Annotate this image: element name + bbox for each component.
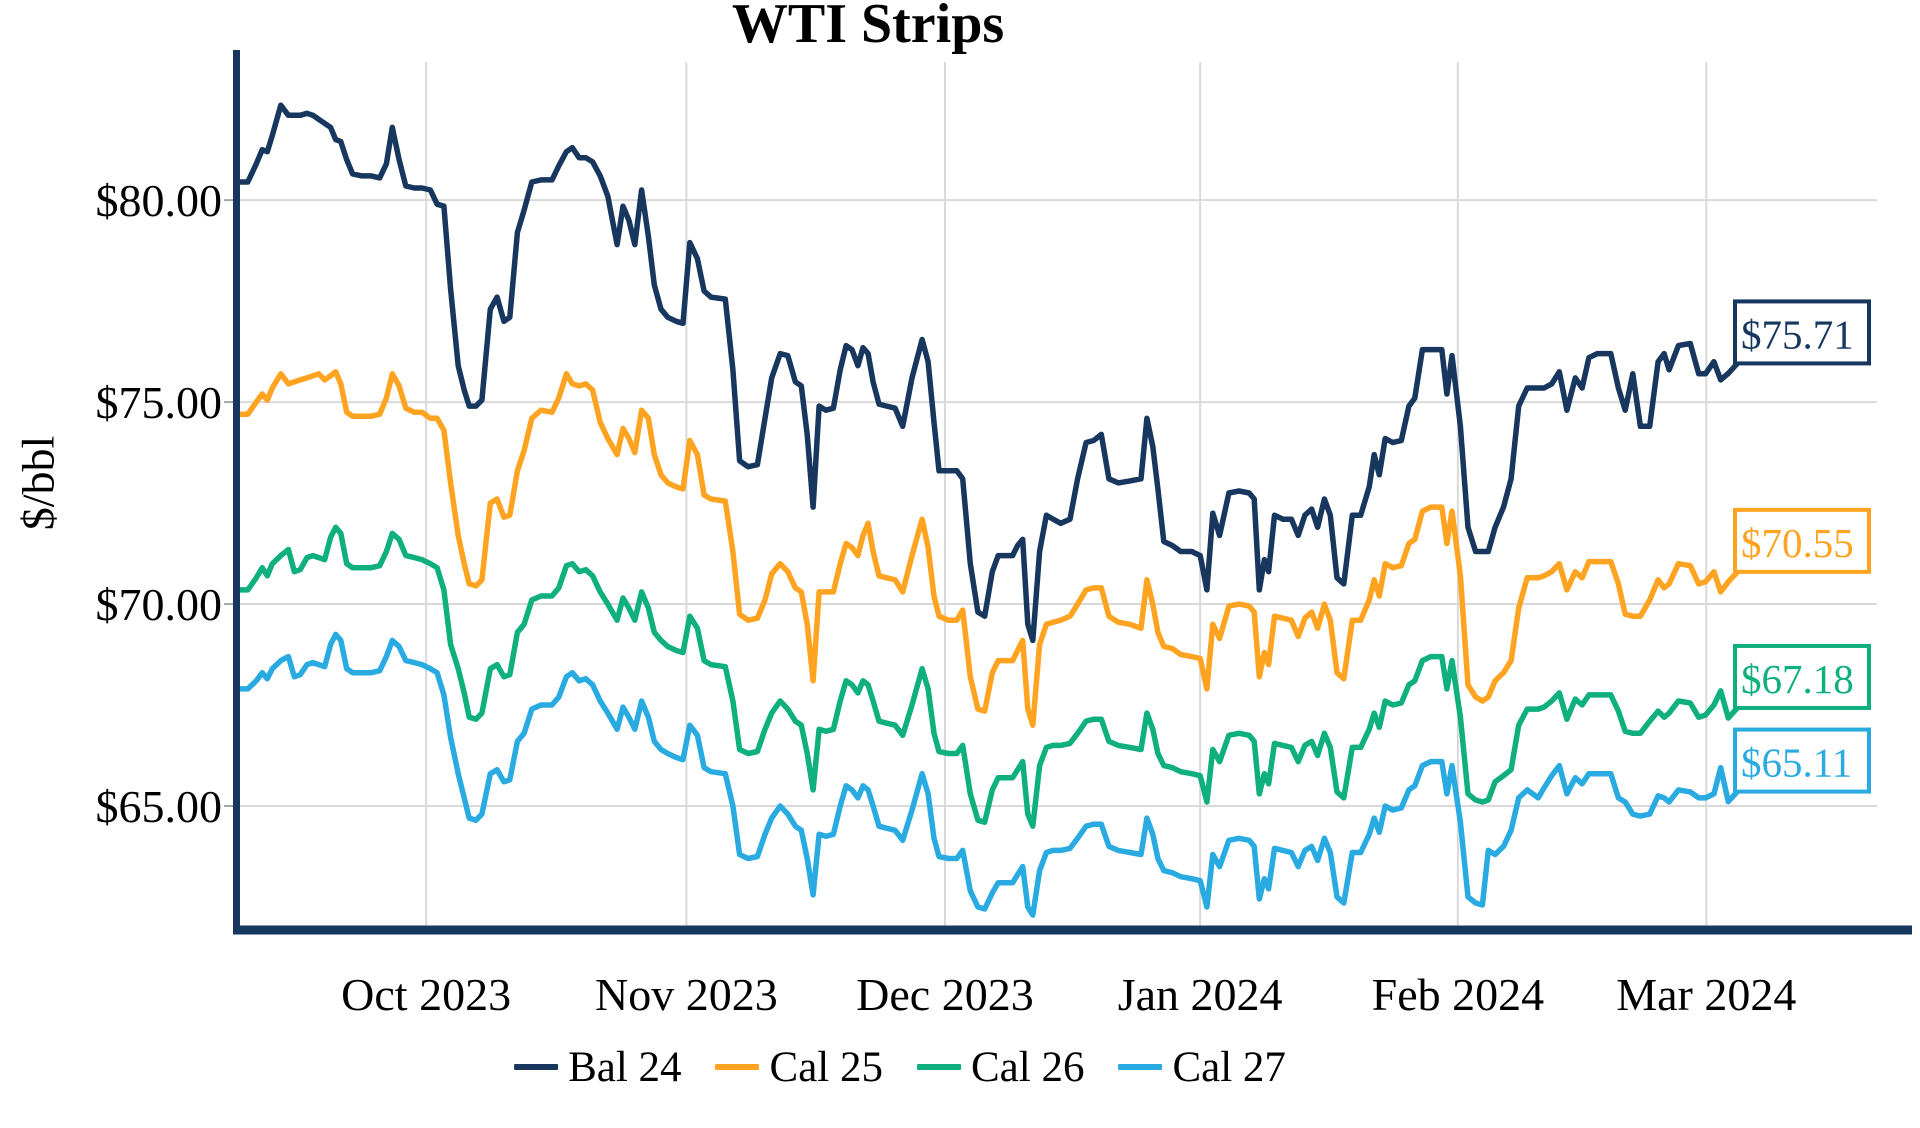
x-tick-label-dec-2023: Dec 2023 <box>856 969 1034 1020</box>
x-tick-label-jan-2024: Jan 2024 <box>1118 969 1283 1020</box>
end-label-value-cal-26: $67.18 <box>1741 656 1854 702</box>
x-tick-label-feb-2024: Feb 2024 <box>1372 969 1545 1020</box>
end-label-value-cal-27: $65.11 <box>1741 740 1852 786</box>
legend-label-cal-25: Cal 25 <box>769 1043 883 1091</box>
legend-item-cal-26: Cal 26 <box>917 1046 1084 1089</box>
y-tick-label-75: $75.00 <box>96 377 223 428</box>
series-line-cal-26 <box>233 524 1732 829</box>
legend-label-bal-24: Bal 24 <box>568 1043 682 1091</box>
chart-title: WTI Strips <box>731 0 1005 55</box>
legend-item-bal-24: Bal 24 <box>514 1043 682 1091</box>
end-label-box-cal-25 <box>1733 507 1871 574</box>
y-tick-label-80: $80.00 <box>96 175 223 226</box>
series-line-cal-27 <box>233 631 1732 918</box>
series-line-bal-24 <box>233 102 1732 644</box>
end-label-box-cal-27 <box>1733 727 1871 794</box>
legend-item-cal-27: Cal 27 <box>1118 1043 1286 1091</box>
legend-label-cal-26: Cal 26 <box>971 1043 1085 1091</box>
x-tick-label-nov-2023: Nov 2023 <box>595 969 778 1020</box>
end-label-value-cal-25: $70.55 <box>1741 520 1854 566</box>
chart-legend: Bal 24 Cal 25 Cal 26 Cal 27 <box>514 1038 1286 1096</box>
x-tick-label-oct-2023: Oct 2023 <box>341 969 511 1020</box>
legend-swatch-cal-26 <box>917 1064 961 1070</box>
end-label-box-bal-24 <box>1733 299 1871 366</box>
end-label-box-cal-26 <box>1733 643 1871 710</box>
y-tick-label-70: $70.00 <box>96 579 223 630</box>
legend-swatch-cal-25 <box>715 1064 760 1070</box>
series-line-cal-25 <box>233 369 1732 728</box>
legend-swatch-cal-27 <box>1118 1064 1163 1070</box>
legend-item-cal-25: Cal 25 <box>715 1043 883 1091</box>
y-tick-label-65: $65.00 <box>96 781 223 832</box>
x-tick-label-mar-2024: Mar 2024 <box>1616 969 1796 1020</box>
legend-swatch-bal-24 <box>514 1064 559 1070</box>
end-label-value-bal-24: $75.71 <box>1741 311 1854 357</box>
legend-label-cal-27: Cal 27 <box>1172 1043 1286 1091</box>
